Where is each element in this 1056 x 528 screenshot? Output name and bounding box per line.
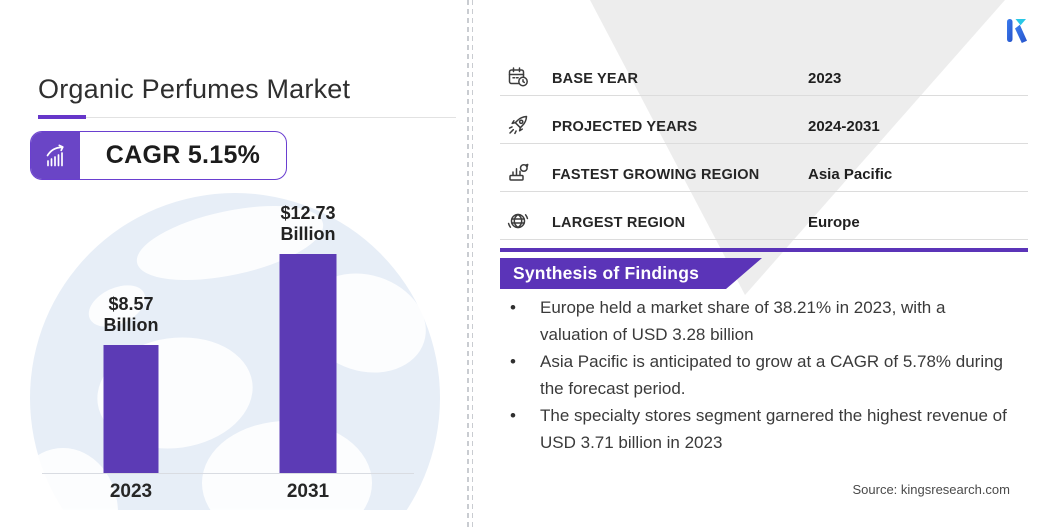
row-value: Asia Pacific xyxy=(808,166,893,183)
x-axis-label-2023: 2023 xyxy=(109,481,153,502)
panel-divider-dashed-line xyxy=(471,0,473,528)
row-value: 2023 xyxy=(808,70,842,87)
title-divider-accent xyxy=(38,115,86,119)
bar-value-label-2031: $12.73 Billion xyxy=(280,203,336,244)
table-row-projected-years: PROJECTED YEARS 2024-2031 xyxy=(500,96,1028,144)
bar-group-2031: $12.73 Billion xyxy=(279,203,337,473)
accent-divider-bar xyxy=(500,248,1028,252)
finding-text: The specialty stores segment garnered th… xyxy=(540,406,1007,452)
bar-group-2023: $8.57 Billion xyxy=(103,294,159,473)
row-label: FASTEST GROWING REGION xyxy=(552,167,760,183)
calendar-icon xyxy=(508,67,528,87)
finding-item: • The specialty stores segment garnered … xyxy=(500,402,1014,456)
growth-chart-icon xyxy=(31,132,80,179)
cagr-badge: CAGR 5.15% xyxy=(30,131,287,180)
row-label: BASE YEAR xyxy=(552,71,639,87)
table-row-fastest-growing-region: FASTEST GROWING REGION Asia Pacific xyxy=(500,144,1028,192)
source-attribution: Source: kingsresearch.com xyxy=(852,482,1010,497)
kings-research-logo xyxy=(1007,19,1027,43)
findings-banner: Synthesis of Findings xyxy=(500,258,762,289)
rocket-icon xyxy=(508,115,528,135)
globe-watermark-image xyxy=(25,193,440,510)
finding-item: • Asia Pacific is anticipated to grow at… xyxy=(500,348,1014,402)
key-facts-table: BASE YEAR 2023 PROJECTED YEARS 2024-2031 xyxy=(500,48,1028,240)
finding-text: Asia Pacific is anticipated to grow at a… xyxy=(540,352,1004,398)
bullet-marker: • xyxy=(510,352,516,371)
growth-region-icon xyxy=(509,163,529,181)
row-label: LARGEST REGION xyxy=(552,215,686,231)
findings-list: • Europe held a market share of 38.21% i… xyxy=(500,294,1014,456)
bullet-marker: • xyxy=(510,298,516,317)
title-divider xyxy=(38,115,456,119)
bar-chart: $8.57 Billion $12.73 Billion 2023 2031 xyxy=(25,188,445,510)
row-value: Europe xyxy=(808,214,860,231)
x-axis-line xyxy=(42,473,414,474)
row-label: PROJECTED YEARS xyxy=(552,119,698,135)
table-row-base-year: BASE YEAR 2023 xyxy=(500,48,1028,96)
bar-2023 xyxy=(103,345,159,473)
finding-item: • Europe held a market share of 38.21% i… xyxy=(500,294,1014,348)
bar-value-label-2023: $8.57 Billion xyxy=(103,294,159,335)
bullet-marker: • xyxy=(510,406,516,425)
panel-divider-dashed-line xyxy=(467,0,469,528)
bar-2031 xyxy=(279,254,337,473)
x-axis-label-2031: 2031 xyxy=(286,481,330,502)
finding-text: Europe held a market share of 38.21% in … xyxy=(540,298,946,344)
row-value: 2024-2031 xyxy=(808,118,880,135)
table-row-largest-region: LARGEST REGION Europe xyxy=(500,192,1028,240)
cagr-value: CAGR 5.15% xyxy=(105,141,261,169)
page-title: Organic Perfumes Market xyxy=(38,74,351,104)
globe-icon xyxy=(507,213,529,229)
findings-heading: Synthesis of Findings xyxy=(513,263,700,283)
